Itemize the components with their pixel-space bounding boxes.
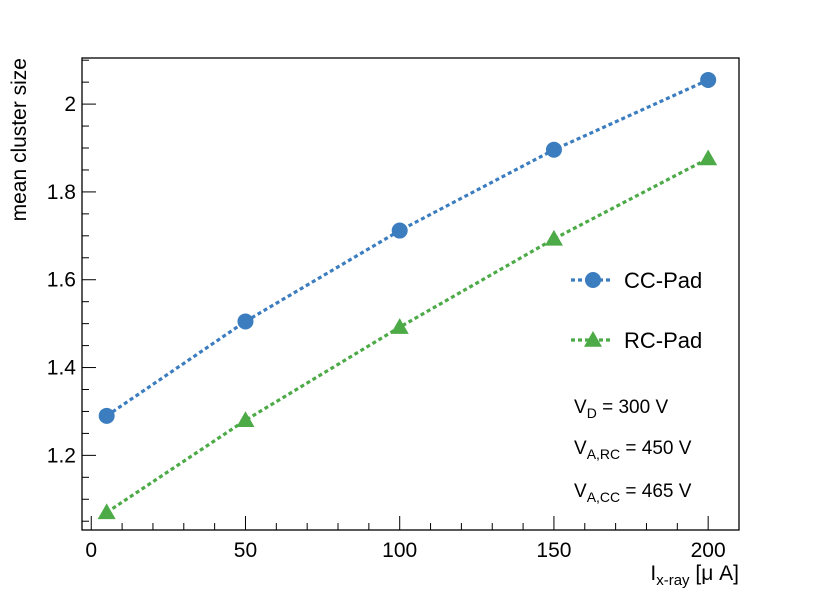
x-axis-label: Ix-ray [μ A]: [650, 562, 739, 589]
annotation-text: VA,CC = 465 V: [574, 481, 692, 505]
y-axis: 1.2 1.4 1.6 1.8 2: [47, 59, 96, 522]
x-tick-label: 0: [85, 539, 97, 562]
legend-item-rc-pad: RC-Pad: [571, 328, 702, 353]
y-tick-label: 1.4: [47, 357, 77, 380]
y-tick-label: 2: [64, 93, 76, 116]
annotation-sub: A,RC: [587, 446, 620, 462]
data-point-cc-pad: [545, 141, 562, 158]
x-tick-label: 200: [691, 539, 726, 562]
legend-marker: [584, 331, 602, 347]
x-tick-label: 50: [234, 539, 257, 562]
y-tick-label: 1.2: [47, 444, 76, 467]
annotation-sub: A,CC: [587, 489, 620, 505]
annotation-sub: D: [587, 405, 597, 421]
legend: CC-Pad RC-Pad: [571, 268, 702, 353]
data-point-rc-pad: [699, 149, 718, 166]
x-tick-label: 150: [536, 539, 571, 562]
legend-marker: [585, 272, 601, 288]
legend-label: RC-Pad: [624, 328, 702, 353]
data-point-rc-pad: [544, 229, 563, 246]
data-point-rc-pad: [97, 503, 116, 520]
annotation-text: VD = 300 V: [574, 397, 668, 421]
data-point-cc-pad: [391, 222, 408, 239]
series-line-cc-pad: [105, 78, 709, 418]
y-tick-label: 1.8: [47, 181, 76, 204]
legend-item-cc-pad: CC-Pad: [571, 268, 702, 293]
series-layer: [97, 71, 718, 520]
y-tick-label: 1.6: [47, 269, 76, 292]
x-axis-label-main: I: [650, 562, 656, 585]
legend-label: CC-Pad: [624, 268, 702, 293]
x-axis: 0 50 100 150 200: [85, 516, 740, 562]
annotation-value: = 465 V: [620, 481, 692, 502]
x-tick-label: 100: [382, 539, 417, 562]
plot-frame: [81, 57, 740, 531]
annotation-value: = 450 V: [620, 438, 692, 459]
annotations: VD = 300 VVA,RC = 450 VVA,CC = 465 V: [574, 397, 692, 505]
series-rc-pad: [97, 149, 718, 520]
annotation-text: VA,RC = 450 V: [574, 438, 692, 462]
x-axis-label-unit: [μ A]: [690, 562, 739, 585]
x-axis-label-sub: x-ray: [656, 572, 690, 589]
annotation-main: V: [574, 438, 587, 459]
data-point-cc-pad: [700, 71, 717, 88]
data-point-cc-pad: [98, 407, 115, 424]
series-cc-pad: [98, 71, 717, 424]
data-point-rc-pad: [390, 318, 409, 334]
data-point-rc-pad: [236, 411, 255, 427]
annotation-value: = 300 V: [597, 397, 669, 418]
data-point-cc-pad: [237, 313, 254, 330]
y-axis-label: mean cluster size: [8, 58, 31, 221]
annotation-main: V: [574, 397, 587, 418]
annotation-main: V: [574, 481, 587, 502]
